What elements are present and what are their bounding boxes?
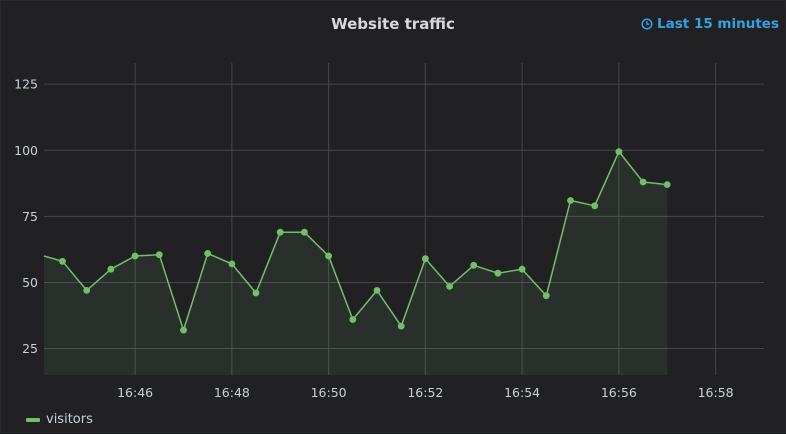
data-point[interactable]	[276, 228, 284, 236]
data-point[interactable]	[494, 269, 502, 277]
y-tick-label: 75	[22, 209, 38, 224]
grid-lines	[44, 63, 764, 375]
data-point[interactable]	[542, 292, 550, 300]
data-point[interactable]	[325, 252, 332, 260]
clock-icon	[641, 18, 653, 30]
data-point[interactable]	[349, 316, 357, 323]
data-point[interactable]	[301, 228, 308, 236]
x-tick-label: 16:46	[117, 385, 153, 400]
data-point[interactable]	[591, 202, 599, 210]
legend-label-visitors[interactable]: visitors	[46, 412, 93, 427]
data-point[interactable]	[204, 250, 212, 257]
data-point[interactable]	[615, 148, 623, 156]
data-point[interactable]	[59, 257, 66, 265]
data-point[interactable]	[446, 283, 453, 290]
legend[interactable]: visitors	[26, 412, 93, 427]
data-point[interactable]	[180, 326, 187, 334]
time-range-indicator[interactable]: Last 15 minutes	[641, 16, 779, 32]
data-point[interactable]	[83, 287, 91, 294]
x-tick-label: 16:50	[311, 385, 347, 400]
data-point[interactable]	[252, 289, 260, 297]
data-point[interactable]	[567, 197, 574, 204]
panel-title[interactable]: Website traffic	[331, 15, 455, 33]
y-tick-label: 100	[14, 143, 38, 158]
data-point[interactable]	[397, 322, 405, 330]
x-tick-label: 16:48	[214, 385, 250, 400]
y-axis-ticks: 25 50 75 100 125	[14, 77, 38, 356]
y-tick-label: 125	[14, 77, 38, 92]
data-point[interactable]	[228, 260, 236, 268]
data-point[interactable]	[155, 251, 163, 259]
legend-swatch	[26, 417, 40, 422]
y-tick-label: 50	[22, 275, 38, 290]
data-point[interactable]	[663, 181, 671, 189]
x-tick-label: 16:58	[698, 385, 734, 400]
x-tick-label: 16:56	[601, 385, 637, 400]
data-point[interactable]	[373, 287, 381, 294]
series-area	[44, 151, 668, 375]
data-point[interactable]	[107, 265, 115, 273]
time-range-label: Last 15 minutes	[657, 16, 779, 32]
data-point[interactable]	[518, 265, 526, 273]
data-point[interactable]	[470, 261, 478, 269]
data-point[interactable]	[422, 255, 429, 263]
visitors-area	[44, 151, 668, 375]
x-axis-ticks: 16:46 16:48 16:50 16:52 16:54 16:56 16:58	[117, 385, 734, 400]
data-point[interactable]	[131, 252, 139, 260]
x-tick-label: 16:52	[407, 385, 443, 400]
y-tick-label: 25	[22, 341, 38, 356]
series-points	[59, 148, 671, 334]
x-tick-label: 16:54	[504, 385, 540, 400]
data-point[interactable]	[639, 178, 647, 186]
